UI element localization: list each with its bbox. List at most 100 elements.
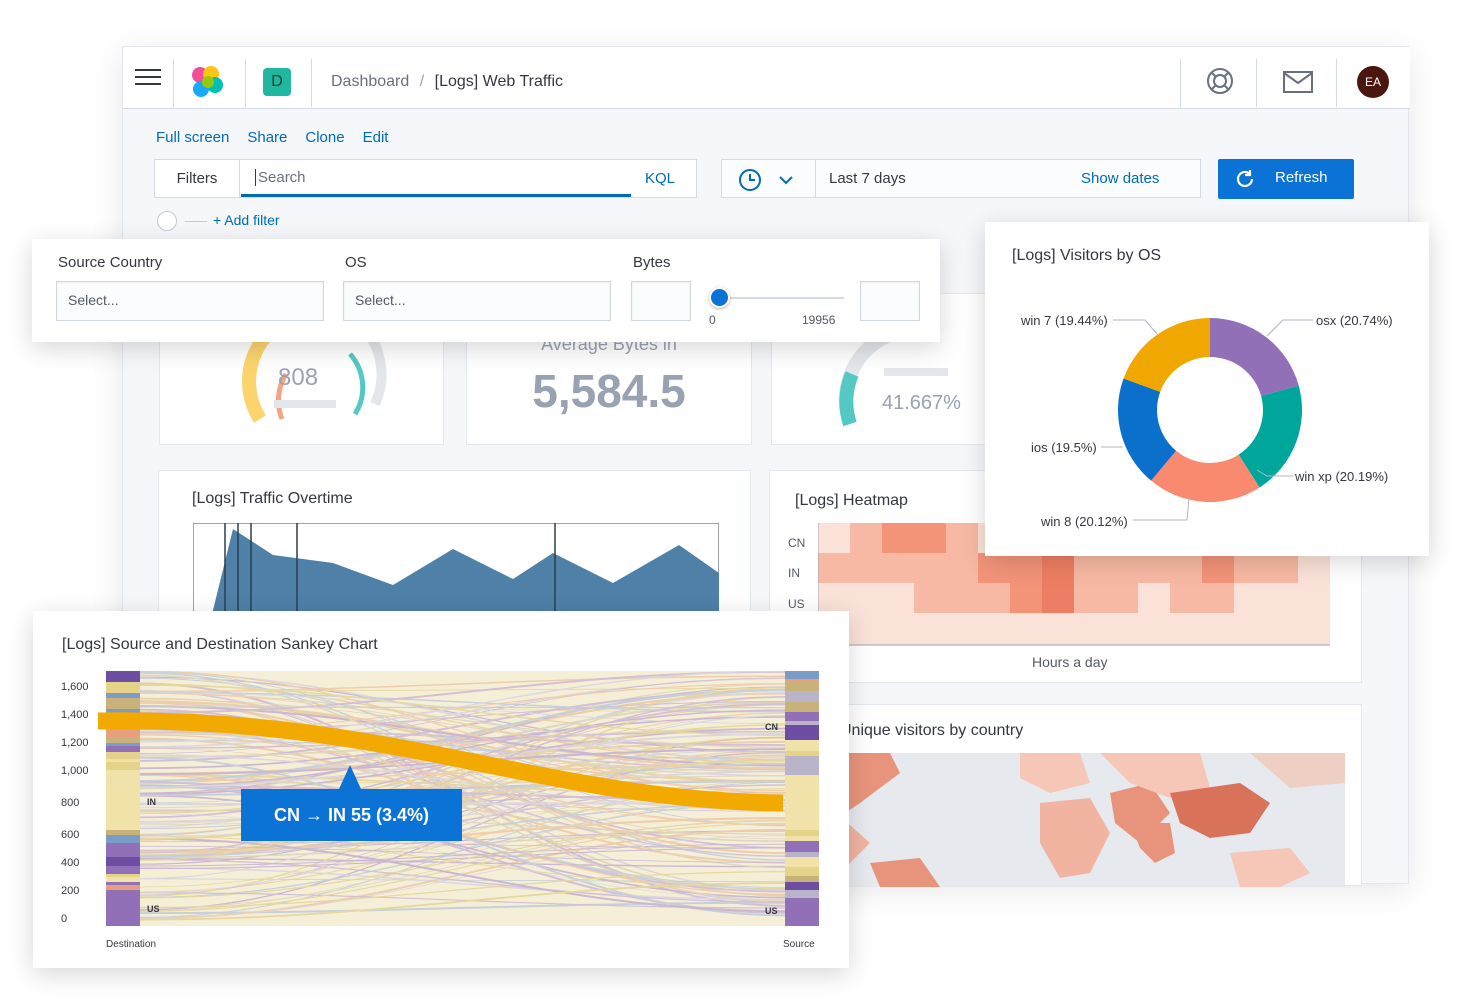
menu-icon[interactable] bbox=[135, 69, 161, 87]
source-country-label: Source Country bbox=[58, 254, 163, 271]
bytes-min-input[interactable] bbox=[631, 281, 691, 321]
bytes-slider-track[interactable] bbox=[722, 297, 844, 299]
sankey-link bbox=[139, 858, 786, 903]
time-range-text[interactable]: Last 7 days bbox=[829, 170, 906, 187]
breadcrumb-current: [Logs] Web Traffic bbox=[434, 73, 563, 90]
sankey-node-segment bbox=[106, 825, 140, 830]
avatar[interactable]: EA bbox=[1357, 66, 1389, 98]
refresh-button[interactable]: Refresh bbox=[1218, 159, 1354, 199]
sankey-link bbox=[139, 843, 786, 867]
full-screen-link[interactable]: Full screen bbox=[156, 129, 230, 146]
sankey-node-segment bbox=[785, 898, 819, 920]
tooltip-arrow-icon bbox=[339, 765, 361, 789]
donut-slice[interactable] bbox=[1123, 318, 1210, 392]
sankey-link bbox=[139, 837, 786, 913]
sankey-link bbox=[139, 766, 786, 824]
sankey-xlabel-right: Source bbox=[783, 939, 815, 950]
bytes-min-label: 0 bbox=[709, 313, 716, 327]
share-link[interactable]: Share bbox=[247, 129, 288, 146]
sankey-link bbox=[139, 671, 786, 714]
breadcrumb-root[interactable]: Dashboard bbox=[331, 73, 410, 90]
os-select[interactable]: Select... bbox=[343, 281, 611, 321]
sankey-node-segment bbox=[106, 890, 140, 898]
kql-toggle[interactable]: KQL bbox=[645, 170, 676, 187]
visitors-by-os-title: [Logs] Visitors by OS bbox=[1012, 247, 1162, 264]
donut-slice[interactable] bbox=[1151, 450, 1260, 503]
os-label-winxp: win xp (20.19%) bbox=[1295, 469, 1389, 484]
edit-link[interactable]: Edit bbox=[362, 129, 389, 146]
elastic-logo-icon[interactable] bbox=[189, 65, 225, 101]
sankey-ytick: 800 bbox=[61, 797, 80, 809]
sankey-node-segment bbox=[785, 830, 819, 836]
sankey-link bbox=[139, 696, 786, 854]
os-label: OS bbox=[345, 254, 367, 271]
sankey-node-segment bbox=[106, 698, 140, 709]
sankey-title: [Logs] Source and Destination Sankey Cha… bbox=[62, 636, 378, 653]
sankey-left-node-us: US bbox=[147, 904, 160, 914]
sankey-node-segment bbox=[785, 721, 819, 725]
mail-icon[interactable] bbox=[1283, 71, 1313, 93]
quick-menu-button[interactable] bbox=[722, 160, 816, 197]
sankey-link bbox=[139, 845, 786, 863]
top-nav-bar: D Dashboard / [Logs] Web Traffic EA bbox=[123, 47, 1410, 109]
sankey-link bbox=[139, 763, 786, 830]
sankey-node-segment bbox=[106, 920, 140, 926]
source-country-select[interactable]: Select... bbox=[56, 281, 324, 321]
sankey-link bbox=[139, 773, 786, 843]
gauge-value-1: 808 bbox=[278, 364, 319, 391]
world-map bbox=[770, 753, 1345, 887]
sankey-link bbox=[139, 709, 786, 788]
sankey-node-segment bbox=[785, 702, 819, 712]
visitors-map-panel: Unique visitors by country bbox=[769, 704, 1362, 887]
sankey-node-segment bbox=[106, 759, 140, 762]
sankey-link bbox=[139, 724, 786, 815]
sankey-node-segment bbox=[785, 867, 819, 876]
filters-button[interactable]: Filters bbox=[155, 160, 240, 197]
sankey-node-segment bbox=[106, 693, 140, 698]
refresh-icon bbox=[1236, 170, 1254, 188]
sankey-link bbox=[139, 759, 786, 840]
clone-link[interactable]: Clone bbox=[305, 129, 345, 146]
bytes-max-input[interactable] bbox=[860, 281, 920, 321]
donut-slice[interactable] bbox=[1210, 318, 1299, 396]
sankey-link bbox=[139, 687, 786, 693]
sankey-y-axis: 1,600 1,400 1,200 1,000 800 600 400 200 … bbox=[61, 681, 101, 931]
sankey-right-node-cn: CN bbox=[765, 722, 778, 732]
space-badge[interactable]: D bbox=[263, 68, 291, 96]
sankey-link bbox=[139, 706, 786, 709]
sankey-node-segment bbox=[785, 857, 819, 867]
sankey-node-segment bbox=[785, 841, 819, 852]
sankey-node-segment bbox=[785, 775, 819, 830]
dashboard-actions: Full screen Share Clone Edit bbox=[156, 129, 388, 146]
bytes-slider-handle[interactable] bbox=[709, 287, 730, 308]
help-icon[interactable] bbox=[1206, 67, 1234, 95]
sankey-right-node-us: US bbox=[765, 906, 778, 916]
sankey-node-segment bbox=[106, 835, 140, 843]
os-label-win7: win 7 (19.44%) bbox=[1021, 313, 1108, 328]
sankey-node-segment bbox=[106, 743, 140, 746]
sankey-node-segment bbox=[106, 843, 140, 853]
sankey-ytick: 400 bbox=[61, 857, 80, 869]
sankey-link bbox=[139, 674, 786, 869]
sankey-link bbox=[139, 689, 786, 892]
sankey-link bbox=[139, 739, 786, 760]
sankey-ytick: 1,400 bbox=[61, 709, 89, 721]
filter-toggle-icon[interactable] bbox=[157, 211, 177, 231]
os-label-win8: win 8 (20.12%) bbox=[1041, 514, 1128, 529]
average-bytes-value: 5,584.5 bbox=[532, 365, 686, 417]
sankey-node-segment bbox=[106, 746, 140, 752]
donut-slice[interactable] bbox=[1118, 378, 1177, 481]
breadcrumb: Dashboard / [Logs] Web Traffic bbox=[331, 73, 563, 91]
time-picker: Last 7 days Show dates bbox=[721, 159, 1201, 198]
sankey-node-segment bbox=[106, 885, 140, 890]
add-filter-link[interactable]: + Add filter bbox=[213, 212, 280, 228]
search-input[interactable]: Search bbox=[241, 160, 631, 197]
heatmap-title: [Logs] Heatmap bbox=[795, 492, 908, 509]
sankey-link bbox=[139, 857, 786, 868]
show-dates-link[interactable]: Show dates bbox=[1081, 170, 1160, 187]
sankey-node-segment bbox=[106, 866, 140, 874]
donut-slice[interactable] bbox=[1238, 385, 1302, 488]
sankey-link bbox=[139, 684, 786, 736]
sankey-link bbox=[139, 675, 786, 693]
sankey-node-segment bbox=[106, 853, 140, 857]
